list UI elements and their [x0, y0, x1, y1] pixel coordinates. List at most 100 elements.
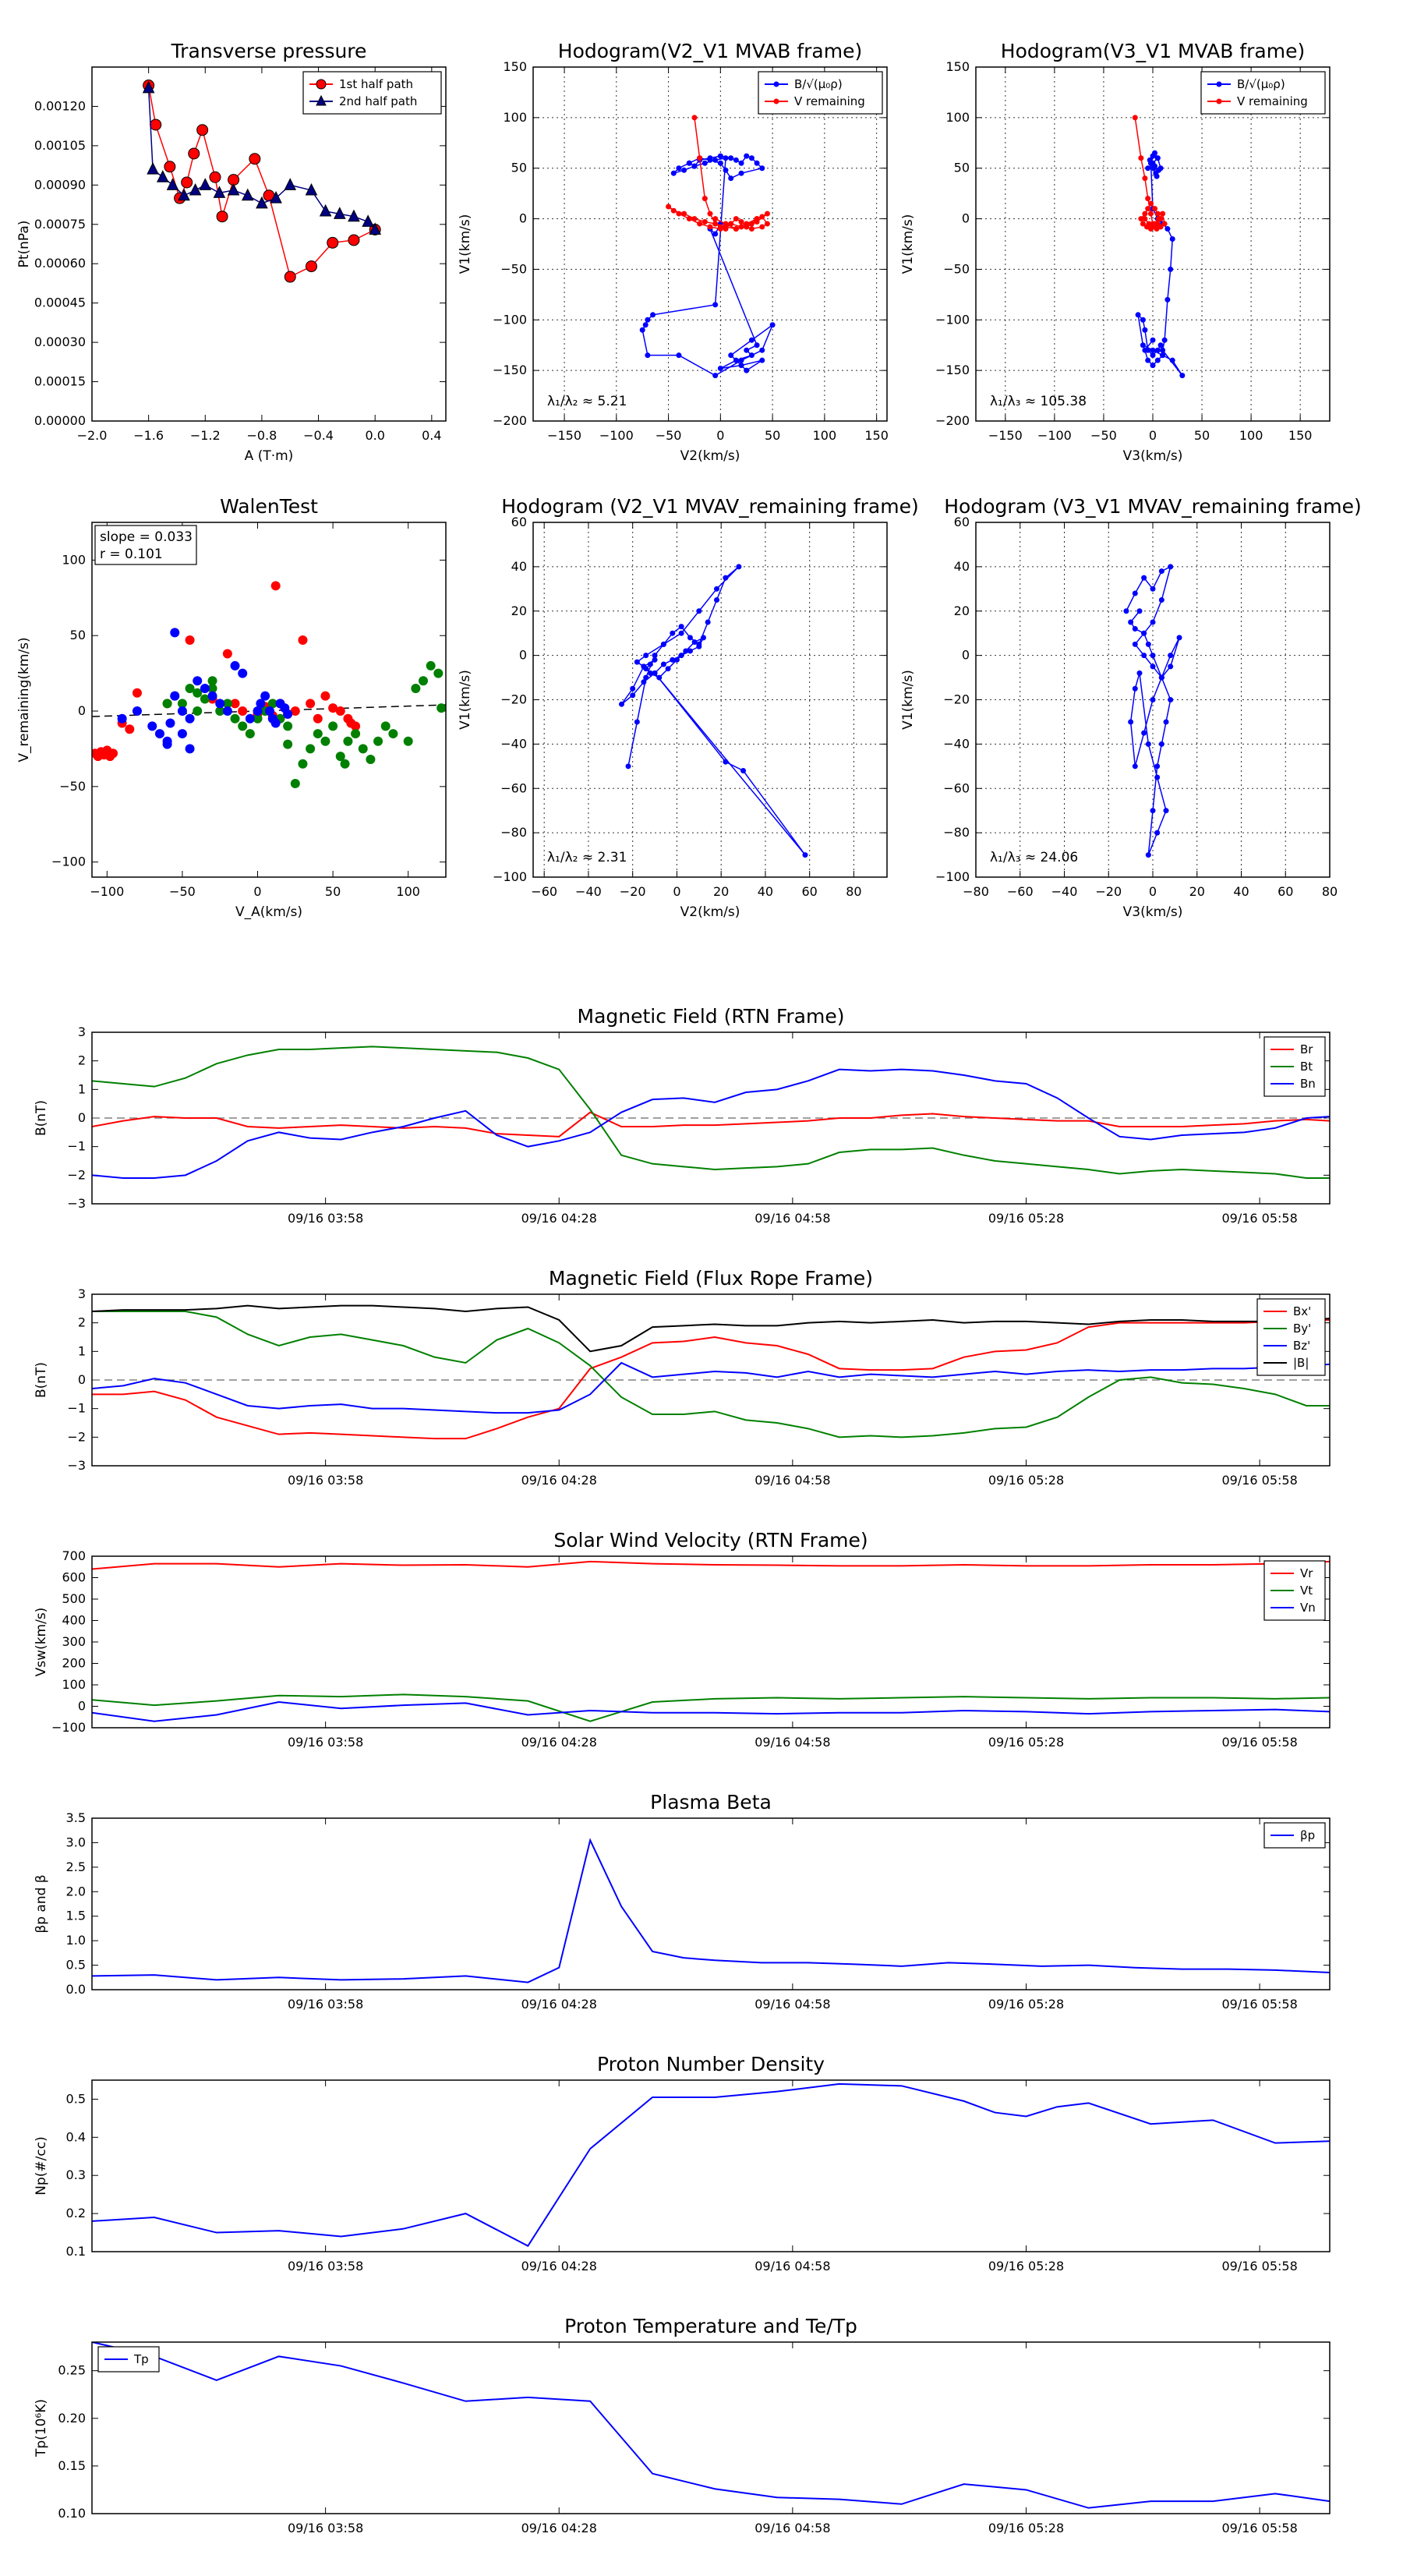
data-point [284, 271, 296, 283]
data-point [1168, 653, 1174, 659]
x-tick-label: 150 [1288, 428, 1313, 443]
data-point [740, 768, 747, 773]
data-point [705, 619, 711, 625]
y-tick-label: 1.5 [66, 1909, 86, 1923]
stats-line: slope = 0.033 [100, 529, 193, 545]
data-point [1147, 200, 1154, 207]
legend-marker [773, 81, 779, 87]
data-point [156, 170, 169, 182]
data-point [343, 736, 353, 746]
plot-area [92, 1046, 1330, 1179]
x-tick-label: 40 [1233, 884, 1249, 899]
data-point [738, 357, 744, 363]
data-point [209, 171, 221, 183]
data-point [230, 713, 240, 724]
data-point [200, 683, 210, 693]
data-point [1161, 221, 1168, 227]
data-point [1160, 352, 1166, 359]
x-tick-label: 20 [713, 884, 729, 899]
data-point [1168, 564, 1174, 570]
y-tick-label: −150 [935, 363, 970, 377]
y-axis-label: V1(km/s) [458, 214, 473, 274]
chart-proton-number-density: Proton Number Density 09/16 03:58 09/16 04… [34, 2053, 1331, 2273]
data-point [1145, 206, 1151, 212]
stats-box [94, 525, 197, 565]
data-point [764, 221, 770, 227]
y-tick-label: −40 [943, 736, 970, 751]
y-tick-label: 3 [78, 1024, 86, 1039]
x-tick-label: 09/16 05:28 [988, 1997, 1064, 2012]
data-point [769, 322, 776, 328]
y-tick-label: 400 [62, 1613, 86, 1628]
data-point [643, 666, 649, 672]
legend: βp [1263, 1822, 1326, 1849]
y-tick-label: 0 [78, 703, 86, 718]
y-tick-label: 3.5 [66, 1810, 86, 1825]
series-bt [92, 1046, 1330, 1179]
data-point [639, 327, 645, 333]
legend-entry: V remaining [794, 94, 865, 108]
data-point [748, 352, 755, 359]
series-0 [92, 2082, 1330, 2247]
plot-area [92, 1304, 1330, 1440]
x-tick-label: 09/16 03:58 [288, 2259, 363, 2273]
y-tick-label: 40 [511, 559, 527, 574]
data-point [1164, 296, 1171, 303]
data-point [216, 211, 228, 223]
x-tick-label: 09/16 04:58 [755, 2259, 830, 2273]
data-point [1168, 697, 1174, 702]
data-point [744, 153, 750, 159]
data-point [714, 597, 720, 603]
data-point [306, 744, 316, 754]
x-tick-label: 09/16 04:58 [755, 1211, 830, 1226]
legend-entry: Bn [1300, 1077, 1316, 1091]
data-point [1138, 216, 1144, 222]
y-tick-label: 20 [954, 603, 970, 618]
series-line [92, 1361, 1330, 1414]
plot-area [619, 564, 808, 858]
data-point [1150, 224, 1156, 230]
series-vn [92, 1700, 1330, 1722]
data-point [733, 216, 739, 222]
data-point [670, 630, 676, 636]
data-point [702, 196, 708, 202]
data-point [150, 119, 162, 131]
x-tick-label: −1.6 [133, 428, 164, 443]
y-tick-label: 0.5 [66, 1958, 86, 1973]
y-tick-label: −1 [67, 1401, 86, 1416]
data-point [245, 729, 255, 739]
chart-title: Hodogram(V3_V1 MVAB frame) [1001, 40, 1305, 62]
data-point [717, 366, 723, 372]
legend-entry: V remaining [1237, 94, 1308, 108]
data-point [697, 155, 703, 161]
data-point [759, 224, 765, 230]
data-point [1140, 342, 1146, 349]
y-tick-label: 0.0 [66, 1982, 86, 1997]
data-point [177, 729, 187, 739]
data-point [1158, 597, 1164, 603]
y-tick-label: 3.0 [66, 1835, 86, 1849]
chart-title: Plasma Beta [650, 1791, 772, 1813]
data-point [1140, 317, 1146, 323]
y-tick-label: 0.25 [58, 2363, 86, 2378]
legend-entry: Vn [1300, 1601, 1316, 1615]
data-point [686, 160, 692, 166]
y-axis-label: Pt(nPa) [16, 221, 32, 268]
chart-title: Hodogram(V2_V1 MVAB frame) [558, 40, 862, 62]
x-tick-label: 20 [1189, 884, 1205, 899]
data-point [264, 706, 274, 717]
data-point [665, 666, 671, 672]
y-tick-label: 0.00120 [34, 98, 86, 113]
data-point [754, 218, 760, 225]
legend-marker [1216, 98, 1222, 104]
data-point [1132, 685, 1138, 692]
data-point [733, 157, 739, 163]
data-point [373, 736, 383, 746]
data-point [696, 608, 702, 614]
data-point [1152, 206, 1158, 212]
y-tick-label: −100 [51, 855, 86, 869]
series-2 [117, 628, 293, 754]
data-point [676, 165, 682, 172]
data-point [759, 357, 765, 363]
x-tick-label: 09/16 05:28 [988, 1735, 1064, 1750]
